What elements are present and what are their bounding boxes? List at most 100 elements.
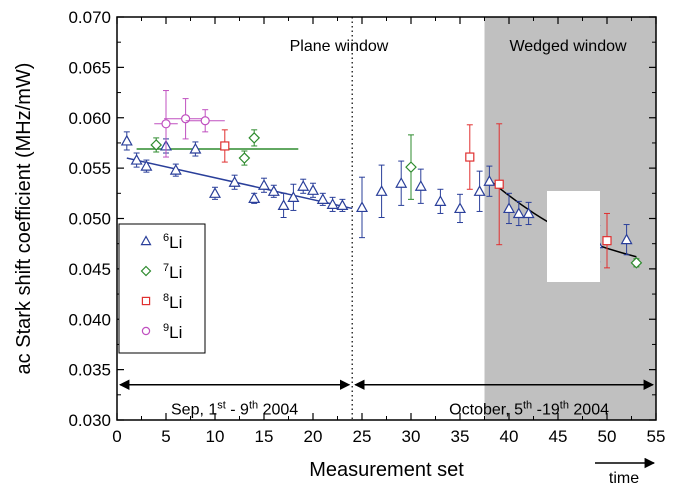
legend-mass-number: 9 xyxy=(163,322,169,334)
marker-6Li-0 xyxy=(120,134,133,146)
legend-element: Li xyxy=(169,323,182,342)
x-tick-label-11: 55 xyxy=(647,427,666,446)
marker-6Li-24 xyxy=(473,185,486,196)
point-6Li-10 xyxy=(267,184,280,198)
white-inset xyxy=(547,191,600,282)
marker-8Li-3 xyxy=(602,236,612,246)
y-axis-title: ac Stark shift coefficient (MHz/mW) xyxy=(13,63,35,375)
period-label-part: st xyxy=(217,400,226,412)
x-tick-label-8: 40 xyxy=(500,427,519,446)
point-6Li-27 xyxy=(512,200,525,227)
point-9Li-2 xyxy=(185,109,225,133)
marker-6Li-2 xyxy=(140,159,153,171)
point-6Li-11 xyxy=(277,192,290,218)
point-6Li-15 xyxy=(316,192,329,206)
point-6Li-22 xyxy=(434,188,447,214)
y-tick-label-4: 0.050 xyxy=(68,210,111,229)
point-8Li-3 xyxy=(602,212,612,269)
marker-7Li-0 xyxy=(150,139,163,151)
point-6Li-28 xyxy=(522,201,535,226)
point-6Li-1 xyxy=(130,152,143,168)
legend-marker-2 xyxy=(141,296,151,306)
marker-6Li-13 xyxy=(297,180,310,191)
period-label-part: th xyxy=(249,400,258,412)
point-6Li-34 xyxy=(620,224,633,256)
marker-6Li-1 xyxy=(130,153,143,165)
period-label-part: - 9 xyxy=(226,402,249,419)
marker-7Li-4 xyxy=(630,256,643,269)
marker-6Li-6 xyxy=(208,187,222,198)
marker-6Li-34 xyxy=(620,233,633,245)
point-6Li-0 xyxy=(120,131,133,151)
point-6Li-4 xyxy=(169,163,182,177)
marker-6Li-8 xyxy=(248,192,261,203)
y-tick-label-7: 0.065 xyxy=(68,58,111,77)
fit-line-0 xyxy=(126,157,353,210)
marker-9Li-2 xyxy=(200,116,210,126)
y-tick-label-5: 0.055 xyxy=(68,159,111,178)
point-6Li-13 xyxy=(297,178,310,194)
point-6Li-7 xyxy=(228,174,241,190)
point-6Li-20 xyxy=(395,160,408,206)
point-7Li-4 xyxy=(630,256,643,269)
point-7Li-3 xyxy=(405,134,417,200)
y-tick-label-1: 0.035 xyxy=(68,361,111,380)
plane-window-label: Plane window xyxy=(290,38,389,55)
point-6Li-9 xyxy=(257,177,271,193)
x-axis-title: Measurement set xyxy=(309,459,464,481)
x-tick-label-6: 30 xyxy=(402,427,421,446)
marker-6Li-4 xyxy=(169,163,182,175)
point-6Li-8 xyxy=(248,192,261,204)
point-7Li-2 xyxy=(248,129,261,147)
marker-8Li-2 xyxy=(494,179,504,189)
x-tick-label-5: 25 xyxy=(353,427,372,446)
point-6Li-14 xyxy=(306,182,320,198)
marker-9Li-0 xyxy=(161,119,171,129)
period-label-part: -19 xyxy=(532,402,560,419)
point-6Li-26 xyxy=(502,192,516,225)
y-tick-label-8: 0.070 xyxy=(68,8,111,27)
legend-label-0: 6Li xyxy=(163,232,182,252)
marker-6Li-12 xyxy=(287,191,300,202)
marker-7Li-1 xyxy=(238,152,251,164)
marker-7Li-3 xyxy=(405,161,417,173)
point-8Li-1 xyxy=(465,124,475,190)
wedged-window-label: Wedged window xyxy=(509,38,627,55)
legend-label-3: 9Li xyxy=(163,322,182,342)
legend-element: Li xyxy=(169,233,182,252)
inset-box xyxy=(547,191,600,282)
marker-6Li-5 xyxy=(189,142,202,154)
point-8Li-0 xyxy=(220,129,230,163)
y-tick-label-6: 0.060 xyxy=(68,109,111,128)
x-tick-label-1: 5 xyxy=(161,427,170,446)
marker-6Li-19 xyxy=(375,185,388,196)
x-tick-label-7: 35 xyxy=(451,427,470,446)
marker-6Li-16 xyxy=(326,198,339,209)
period-label-part: 2004 xyxy=(258,402,298,419)
marker-6Li-9 xyxy=(257,179,271,190)
marker-6Li-18 xyxy=(355,201,369,213)
marker-6Li-28 xyxy=(522,207,535,219)
legend-mass-number: 6 xyxy=(163,232,169,244)
point-6Li-25 xyxy=(483,165,496,197)
y-tick-label-2: 0.040 xyxy=(68,310,111,329)
marker-6Li-15 xyxy=(316,193,329,204)
marker-6Li-10 xyxy=(267,185,280,196)
point-6Li-24 xyxy=(473,170,486,212)
marker-6Li-25 xyxy=(483,174,496,186)
period-label-part: 2004 xyxy=(569,402,609,419)
legend-element: Li xyxy=(169,293,182,312)
marker-6Li-7 xyxy=(228,175,241,187)
x-tick-label-4: 20 xyxy=(304,427,323,446)
data-points xyxy=(120,90,643,269)
y-tick-label-3: 0.045 xyxy=(68,260,111,279)
period-label-part: th xyxy=(560,400,569,412)
marker-7Li-2 xyxy=(248,132,261,144)
annotations: Plane window Wedged window Sep, 1st - 9t… xyxy=(118,38,655,419)
point-6Li-23 xyxy=(453,193,467,224)
point-6Li-2 xyxy=(140,159,153,173)
marker-6Li-22 xyxy=(434,195,447,206)
legend-box xyxy=(118,223,206,354)
x-tick-label-3: 15 xyxy=(255,427,274,446)
